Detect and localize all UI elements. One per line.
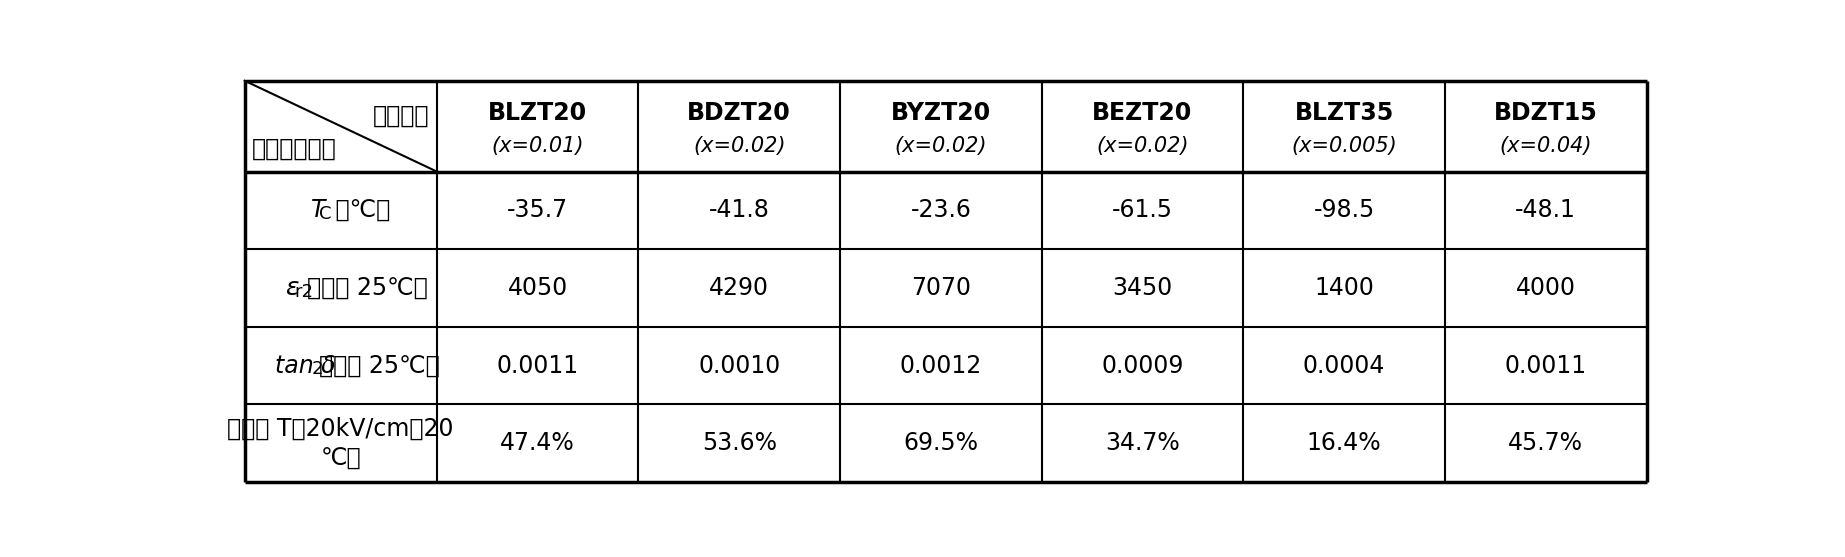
Text: 1400: 1400 (1314, 276, 1375, 300)
Text: 3450: 3450 (1113, 276, 1173, 300)
Text: BDZT20: BDZT20 (688, 100, 792, 125)
Text: r2: r2 (293, 283, 314, 301)
Text: -23.6: -23.6 (910, 198, 970, 222)
Text: ε: ε (284, 276, 299, 300)
Text: ℃）: ℃） (321, 447, 362, 471)
Text: 0.0012: 0.0012 (900, 354, 982, 378)
Text: 介电性能指标: 介电性能指标 (253, 137, 338, 161)
Text: BYZT20: BYZT20 (891, 100, 991, 125)
Text: 0.0011: 0.0011 (1506, 354, 1587, 378)
Text: 2: 2 (312, 360, 323, 378)
Text: 0.0011: 0.0011 (496, 354, 579, 378)
Text: (x=0.005): (x=0.005) (1292, 136, 1397, 156)
Text: -98.5: -98.5 (1314, 198, 1375, 222)
Text: 47.4%: 47.4% (500, 431, 576, 455)
Text: tan δ: tan δ (275, 354, 336, 378)
Text: BEZT20: BEZT20 (1092, 100, 1192, 125)
Text: -61.5: -61.5 (1113, 198, 1173, 222)
Text: （室温 25℃）: （室温 25℃） (306, 276, 428, 300)
Text: 7070: 7070 (911, 276, 970, 300)
Text: -48.1: -48.1 (1515, 198, 1576, 222)
Text: BDZT15: BDZT15 (1494, 100, 1598, 125)
Text: （室温 25℃）: （室温 25℃） (319, 354, 439, 378)
Text: 4000: 4000 (1517, 276, 1576, 300)
Text: (x=0.02): (x=0.02) (895, 136, 987, 156)
Text: -35.7: -35.7 (507, 198, 568, 222)
Text: 0.0010: 0.0010 (697, 354, 780, 378)
Text: C: C (319, 205, 332, 223)
Text: BLZT20: BLZT20 (489, 100, 587, 125)
Text: (x=0.01): (x=0.01) (491, 136, 583, 156)
Text: 可调性 T（20kV/cm，20: 可调性 T（20kV/cm，20 (227, 417, 454, 441)
Text: 4050: 4050 (507, 276, 568, 300)
Text: 45.7%: 45.7% (1507, 431, 1583, 455)
Text: 53.6%: 53.6% (701, 431, 777, 455)
Text: 16.4%: 16.4% (1306, 431, 1382, 455)
Text: (x=0.04): (x=0.04) (1500, 136, 1592, 156)
Text: 0.0004: 0.0004 (1303, 354, 1386, 378)
Text: 69.5%: 69.5% (904, 431, 978, 455)
Text: -41.8: -41.8 (708, 198, 769, 222)
Text: 陶瓷材料: 陶瓷材料 (373, 104, 430, 128)
Text: (x=0.02): (x=0.02) (1096, 136, 1188, 156)
Text: BLZT35: BLZT35 (1295, 100, 1393, 125)
Text: T: T (312, 198, 325, 222)
Text: 0.0009: 0.0009 (1101, 354, 1184, 378)
Text: 34.7%: 34.7% (1105, 431, 1179, 455)
Text: (x=0.02): (x=0.02) (694, 136, 786, 156)
Text: 4290: 4290 (708, 276, 769, 300)
Text: （℃）: （℃） (328, 198, 391, 222)
